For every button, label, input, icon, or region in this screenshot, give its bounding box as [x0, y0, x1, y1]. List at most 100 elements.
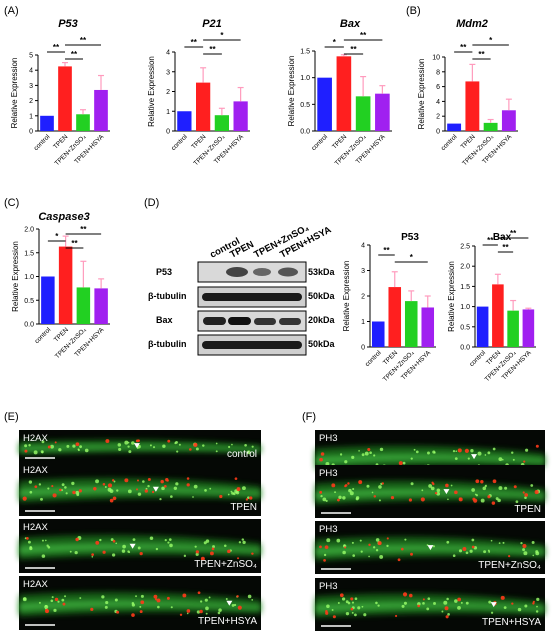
bar-3 [522, 309, 535, 347]
y-tick-label: 0 [436, 129, 440, 136]
image-condition-label: TPEN+ZnSO₄ [194, 559, 257, 570]
micrograph-e-1: H2AX TPEN [19, 462, 261, 516]
bar-3 [375, 93, 390, 131]
arrowhead-icon [490, 602, 497, 608]
y-tick-label: 3 [29, 83, 33, 90]
panel-label-e: (E) [4, 411, 19, 423]
bar-0 [41, 276, 55, 324]
wb-kda-tubulin-2: 50kDa [308, 339, 336, 349]
arrowhead-icon [133, 443, 140, 449]
sig-label-2: ** [360, 31, 367, 40]
sig-label-0: ** [53, 43, 60, 52]
bar-1 [196, 82, 211, 131]
bar-2 [507, 310, 519, 347]
bar-3 [501, 110, 516, 131]
image-condition-label: control [227, 449, 257, 460]
sig-label-0: ** [460, 43, 467, 52]
y-tick-label: 0.5 [300, 102, 310, 109]
micrograph-f-2: PH3 TPEN+ZnSO₄ [315, 521, 545, 574]
bar-1 [465, 81, 480, 131]
image-stain-label: PH3 [319, 524, 337, 535]
micrograph-f-3: PH3 TPEN+HSYA [315, 578, 545, 631]
bar-2 [214, 115, 229, 131]
arrowhead-icon [443, 489, 450, 495]
image-stain-label: PH3 [319, 468, 337, 479]
sig-label-2: * [489, 36, 493, 45]
bar-1 [388, 287, 402, 347]
sig-label-0: ** [487, 236, 494, 245]
panel-label-b: (B) [406, 5, 421, 17]
title-p53: P53 [58, 18, 78, 30]
wb-strip-bax [197, 310, 307, 332]
image-condition-label: TPEN [514, 504, 541, 515]
sig-label-2: ** [80, 225, 87, 234]
y-tick-label: 3 [361, 268, 365, 275]
y-tick-label: 1 [361, 319, 365, 326]
image-condition-label: TPEN+ZnSO₄ [478, 560, 541, 571]
y-tick-label: 2 [436, 114, 440, 121]
micrograph-e-0: H2AX control [19, 430, 261, 463]
panel-label-f: (F) [302, 411, 316, 423]
title-bax: Bax [340, 18, 361, 30]
bar-2 [76, 114, 90, 131]
sig-label-1: * [410, 253, 414, 262]
sig-label-2: ** [80, 36, 87, 45]
chart-bax: 0.0 0.5 1.0 1.5 Relative Expression control TP… [287, 31, 392, 167]
panel-label-c: (C) [4, 197, 19, 209]
category-label-1: TPEN [190, 133, 207, 150]
title-caspase3: Caspase3 [38, 211, 89, 223]
bar-0 [371, 321, 385, 347]
category-label-1: TPEN [331, 133, 348, 150]
bar-3 [94, 288, 108, 324]
microscopy-layer: H2AX control H2AX TPEN H2AX TPEN+ZnSO₄ H2AX TPE… [19, 430, 545, 631]
y-tick-label: 1 [166, 109, 170, 116]
bar-0 [476, 306, 489, 347]
y-tick-label: 0.5 [460, 324, 470, 331]
y-tick-label: 1.0 [460, 304, 470, 311]
sig-label-2: * [220, 31, 224, 40]
bar-2 [76, 287, 91, 324]
y-tick-label: 4 [166, 50, 170, 57]
sig-label-1: ** [71, 50, 78, 59]
micrograph-e-3: H2AX TPEN+HSYA [19, 576, 261, 630]
wb-strip-p53 [197, 261, 307, 283]
y-tick-label: 2 [29, 98, 33, 105]
wb-kda-tubulin-1: 50kDa [308, 291, 336, 301]
y-axis-label: Relative Expression [287, 56, 296, 127]
image-condition-label: TPEN+HSYA [198, 616, 257, 627]
wb-row-label-p53: P53 [156, 267, 172, 277]
image-stain-label: PH3 [319, 433, 337, 444]
y-tick-label: 4 [361, 243, 365, 250]
y-axis-label: Relative Expression [342, 261, 351, 332]
western-blot: control TPEN TPEN+ZnSO₄ TPEN+HSYA P53 β-… [148, 222, 336, 356]
y-tick-label: 0 [361, 345, 365, 352]
wb-strip-tubulin-2 [197, 334, 307, 356]
y-tick-label: 4 [29, 68, 33, 75]
y-axis-label: Relative Expression [447, 261, 456, 332]
y-tick-label: 3 [166, 69, 170, 76]
y-tick-label: 1.5 [300, 49, 310, 56]
sig-label-0: ** [191, 38, 198, 47]
y-tick-label: 0.0 [460, 345, 470, 352]
wb-strip-tubulin-1 [197, 286, 307, 308]
arrowhead-icon [226, 600, 233, 606]
arrowhead-icon [152, 486, 159, 492]
title-p21: P21 [202, 18, 222, 30]
y-tick-label: 1.0 [24, 274, 34, 281]
y-tick-label: 6 [436, 84, 440, 91]
sig-label-1: ** [209, 45, 216, 54]
bar-0 [317, 77, 332, 131]
y-axis-label: Relative Expression [10, 58, 19, 129]
y-tick-label: 0 [29, 129, 33, 136]
arrowhead-icon [471, 454, 478, 460]
bar-2 [483, 122, 498, 131]
bar-0 [447, 123, 462, 131]
chart-wb_bax: 0.0 0.5 1.0 1.5 2.0 2.5 Relative Expression con… [447, 229, 536, 383]
sig-label-1: ** [502, 243, 509, 252]
y-tick-label: 2.5 [460, 244, 470, 251]
